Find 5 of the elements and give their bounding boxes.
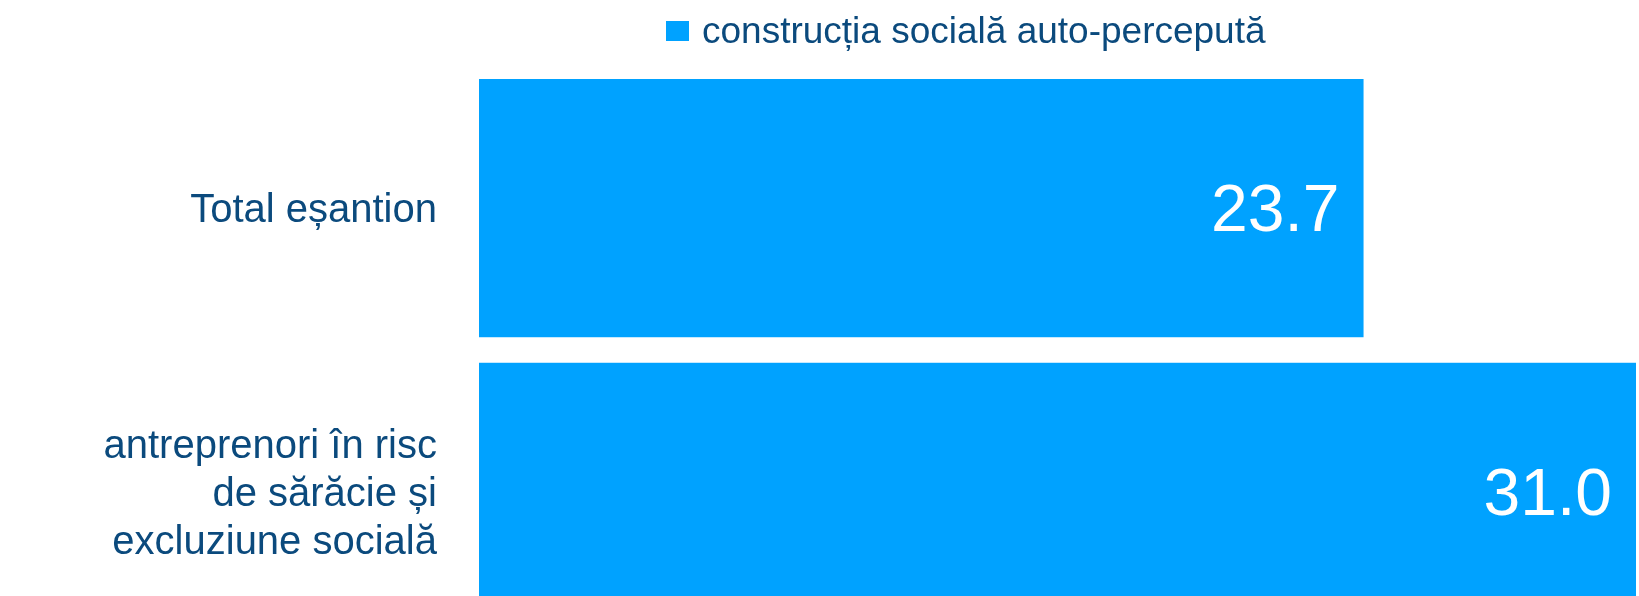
data-label: 23.7 [1211,171,1340,246]
data-label: 31.0 [1483,454,1612,529]
legend-label: construcția socială auto-percepută [702,10,1266,51]
y-tick-label: Total eșantion [190,186,437,231]
y-tick-label: antreprenori în risc de sărăcie și excluziune socială [103,421,438,562]
